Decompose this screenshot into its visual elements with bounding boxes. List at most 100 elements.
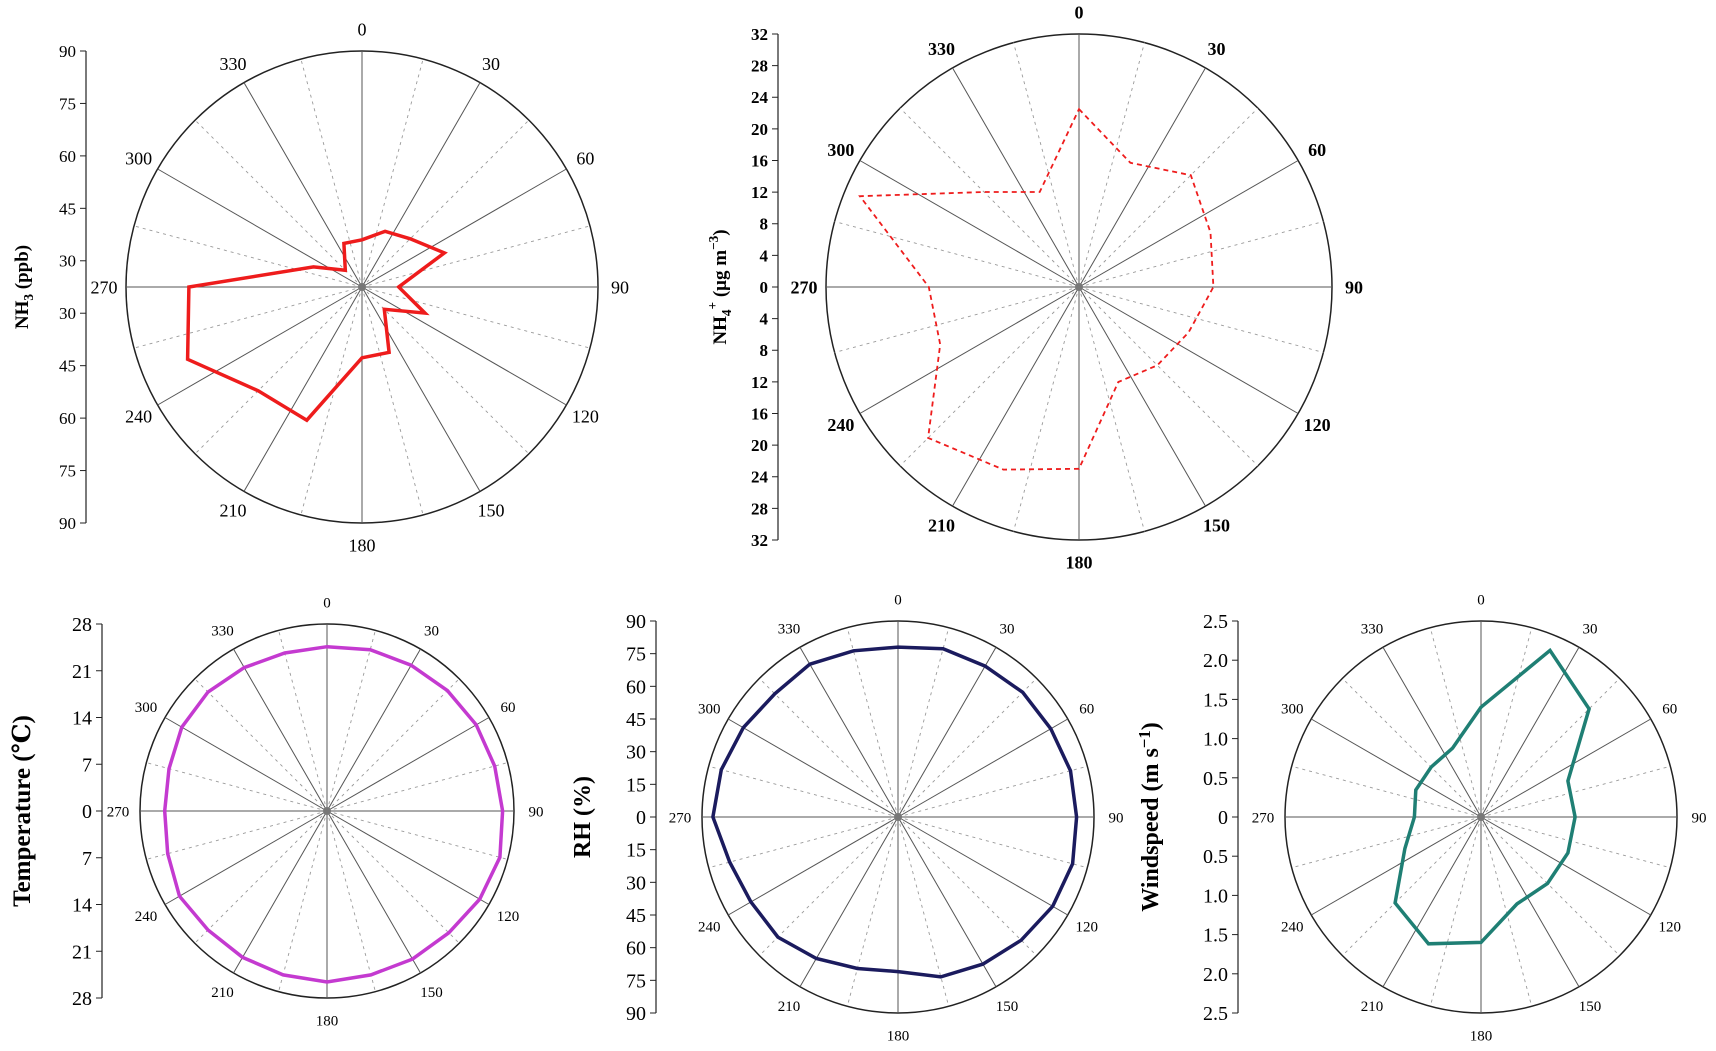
spoke-minor xyxy=(708,765,899,818)
radial-tick-label: 0.5 xyxy=(1203,768,1228,790)
angle-tick-label: 240 xyxy=(1281,919,1304,935)
spoke-minor xyxy=(361,58,424,288)
angle-tick-label: 150 xyxy=(996,999,1019,1015)
radial-tick-label: 0 xyxy=(1218,807,1228,829)
angle-tick-label: 60 xyxy=(500,700,515,716)
radial-tick-label: 45 xyxy=(626,905,646,927)
spoke-major xyxy=(1311,816,1482,916)
spoke-major xyxy=(952,286,1080,507)
spoke-minor xyxy=(1078,286,1259,467)
spoke-minor xyxy=(834,221,1080,288)
spoke-major xyxy=(361,168,567,288)
spoke-major xyxy=(1078,160,1299,288)
spoke-minor xyxy=(1480,816,1620,956)
angle-tick-label: 330 xyxy=(220,54,247,74)
spoke-major xyxy=(897,647,997,818)
angle-tick-label: 330 xyxy=(778,621,801,637)
angle-tick-label: 90 xyxy=(529,804,544,820)
spoke-major xyxy=(728,816,899,916)
spoke-minor xyxy=(1342,678,1482,818)
spoke-major xyxy=(233,810,328,974)
spoke-major xyxy=(361,82,481,288)
spoke-major xyxy=(1078,286,1299,414)
radial-tick-label: 1.0 xyxy=(1203,729,1228,751)
spoke-minor xyxy=(1429,816,1482,1007)
radial-tick-label: 2.5 xyxy=(1203,611,1228,633)
spoke-minor xyxy=(897,678,1037,818)
radial-tick-label: 45 xyxy=(59,357,76,376)
angle-tick-label: 60 xyxy=(1308,140,1326,160)
spoke-minor xyxy=(1013,286,1080,532)
spoke-major xyxy=(157,286,363,406)
spoke-major xyxy=(799,816,899,987)
angle-tick-label: 120 xyxy=(1659,919,1682,935)
angle-tick-label: 330 xyxy=(1361,621,1384,637)
spoke-minor xyxy=(361,286,530,455)
radial-tick-label: 60 xyxy=(59,409,76,428)
angle-tick-label: 180 xyxy=(887,1028,910,1044)
angle-tick-label: 210 xyxy=(928,515,955,535)
spoke-minor xyxy=(897,816,950,1007)
spoke-major xyxy=(952,67,1080,288)
radial-tick-label: 2.0 xyxy=(1203,650,1228,672)
spoke-minor xyxy=(899,107,1080,288)
spoke-minor xyxy=(194,678,328,812)
radial-tick-label: 28 xyxy=(751,499,768,518)
spoke-major xyxy=(1382,816,1482,987)
angle-tick-label: 120 xyxy=(497,909,520,925)
nh4-polar-chart: 0306090120150180210240270300330322824201… xyxy=(705,2,1363,572)
spoke-minor xyxy=(899,286,1080,467)
spoke-major xyxy=(1480,816,1651,916)
radial-tick-label: 0 xyxy=(760,278,769,297)
y-axis-label: NH4+ (μg m−3) xyxy=(705,229,734,344)
spoke-minor xyxy=(1480,627,1533,818)
y-axis-label: NH3 (ppb) xyxy=(12,245,36,329)
angle-tick-label: 270 xyxy=(107,804,130,820)
spoke-minor xyxy=(133,286,363,349)
angle-tick-label: 300 xyxy=(698,701,721,717)
y-axis-label: Windspeed (m s−1) xyxy=(1135,722,1164,912)
spoke-major xyxy=(326,810,490,905)
spoke-major xyxy=(243,82,363,288)
radial-tick-label: 8 xyxy=(760,341,769,360)
spoke-major xyxy=(233,648,328,812)
angle-tick-label: 150 xyxy=(478,501,505,521)
spoke-minor xyxy=(1480,765,1671,818)
spoke-minor xyxy=(1291,765,1482,818)
radial-tick-label: 45 xyxy=(59,199,76,218)
spoke-minor xyxy=(326,810,508,860)
radial-tick-label: 30 xyxy=(59,252,76,271)
angle-tick-label: 210 xyxy=(220,501,247,521)
spoke-minor xyxy=(194,119,363,288)
spoke-major xyxy=(859,286,1080,414)
radial-tick-label: 20 xyxy=(751,436,768,455)
center-dot xyxy=(358,283,366,291)
spoke-minor xyxy=(1480,678,1620,818)
radial-tick-label: 8 xyxy=(760,215,769,234)
radial-tick-label: 14 xyxy=(72,895,92,917)
radial-tick-label: 0.5 xyxy=(1203,846,1228,868)
spoke-minor xyxy=(278,810,328,992)
spoke-major xyxy=(897,718,1068,818)
angle-tick-label: 120 xyxy=(1076,919,1099,935)
angle-tick-label: 0 xyxy=(323,595,331,611)
angle-tick-label: 30 xyxy=(1000,621,1015,637)
y-axis-label: Temperature (℃) xyxy=(9,715,36,907)
radial-tick-label: 24 xyxy=(751,468,769,487)
angle-tick-label: 210 xyxy=(778,999,801,1015)
radial-tick-label: 15 xyxy=(626,840,646,862)
radial-tick-label: 30 xyxy=(59,304,76,323)
radial-tick-label: 60 xyxy=(626,938,646,960)
radial-tick-label: 30 xyxy=(626,742,646,764)
radial-tick-label: 21 xyxy=(72,941,92,963)
angle-tick-label: 30 xyxy=(482,54,500,74)
angle-tick-label: 330 xyxy=(211,623,234,639)
angle-tick-label: 210 xyxy=(211,985,234,1001)
angle-tick-label: 0 xyxy=(1477,592,1485,608)
spoke-minor xyxy=(1480,816,1671,869)
spoke-minor xyxy=(133,225,363,288)
angle-tick-label: 180 xyxy=(349,535,376,555)
radial-tick-label: 7 xyxy=(82,754,92,776)
spoke-major xyxy=(1382,647,1482,818)
radial-tick-label: 90 xyxy=(59,42,76,61)
